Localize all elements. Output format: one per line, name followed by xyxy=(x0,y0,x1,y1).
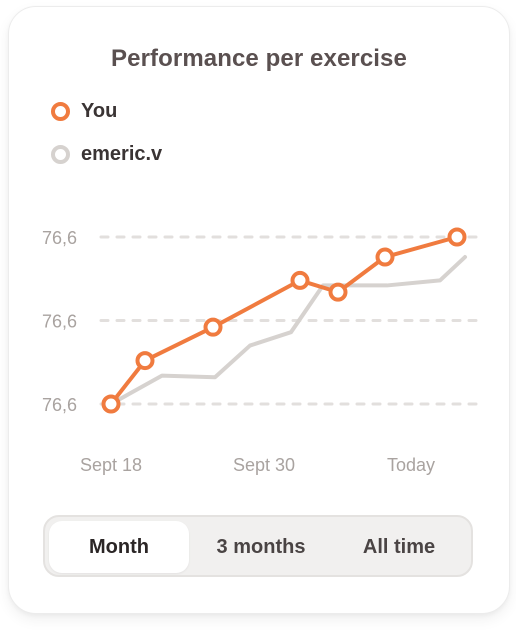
data-point-you xyxy=(290,270,310,290)
series-line-emeric xyxy=(109,255,467,406)
data-point-you xyxy=(101,394,121,414)
legend-item-you: You xyxy=(51,100,117,123)
data-point-you xyxy=(447,227,467,247)
card-title: Performance per exercise xyxy=(111,45,407,72)
performance-card: Performance per exercise You emeric.v 76… xyxy=(8,6,510,614)
y-tick-label: 76,6 xyxy=(42,228,77,248)
period-option-month[interactable]: Month xyxy=(49,521,189,573)
period-option-3-months[interactable]: 3 months xyxy=(216,536,306,558)
period-selector: Month 3 months All time xyxy=(43,515,473,577)
legend-item-emeric: emeric.v xyxy=(51,143,162,166)
legend-marker-icon xyxy=(51,145,70,164)
performance-chart: 76,6 76,6 76,6 Sept 18 Sept 30 Today xyxy=(42,227,485,475)
legend-label-emeric: emeric.v xyxy=(81,143,163,165)
y-tick-label: 76,6 xyxy=(42,312,77,332)
legend-marker-icon xyxy=(51,102,70,121)
data-point-you xyxy=(375,247,395,267)
data-point-you xyxy=(328,282,348,302)
legend-label-you: You xyxy=(81,100,118,122)
data-point-you xyxy=(135,351,155,371)
x-tick-label: Today xyxy=(387,455,435,475)
y-tick-label: 76,6 xyxy=(42,395,77,415)
x-tick-label: Sept 18 xyxy=(80,455,142,475)
x-tick-label: Sept 30 xyxy=(233,455,295,475)
period-option-all-time[interactable]: All time xyxy=(362,536,436,558)
data-point-you xyxy=(203,317,223,337)
